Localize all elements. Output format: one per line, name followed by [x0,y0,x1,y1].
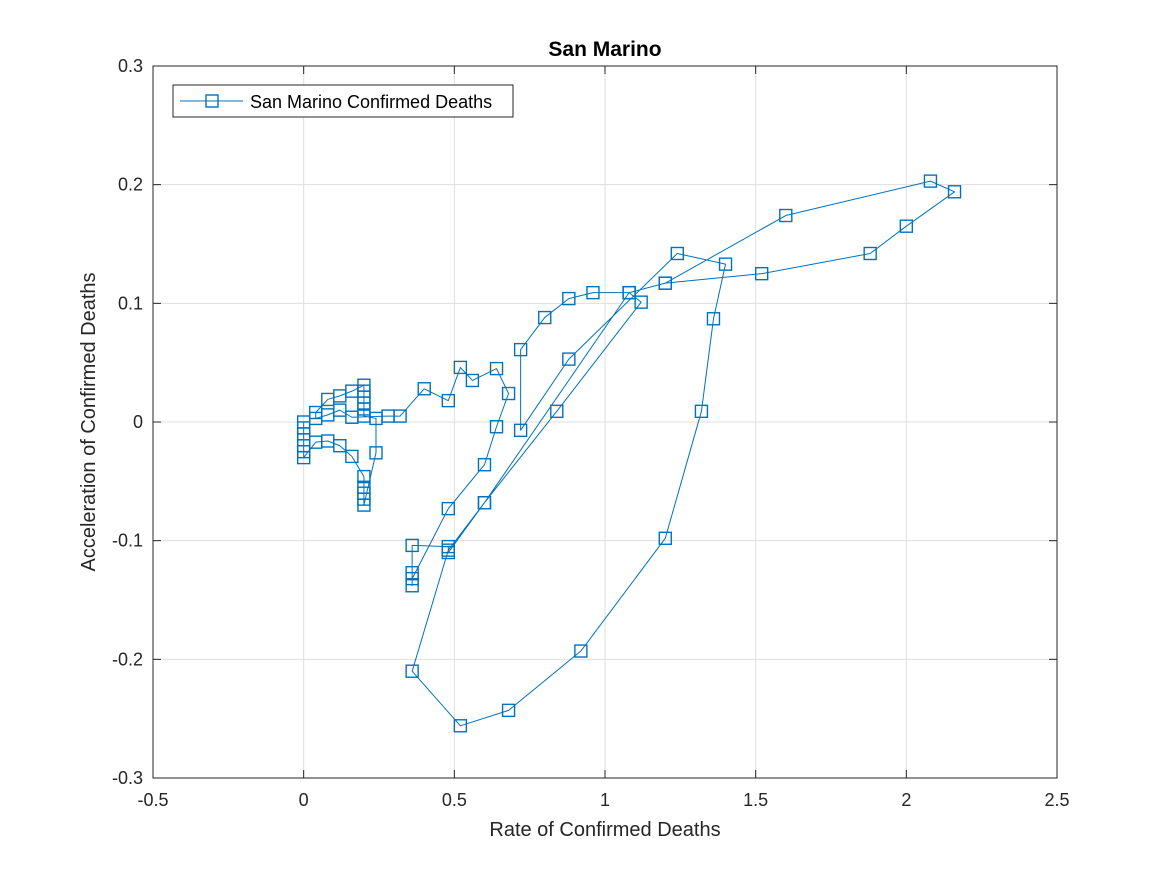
legend-label: San Marino Confirmed Deaths [250,92,492,112]
x-tick-label: 0.5 [442,790,467,810]
data-point-marker [562,291,576,306]
x-tick-label: -0.5 [137,790,168,810]
data-point-marker [706,312,721,326]
data-point-marker [489,420,504,434]
data-point-marker [345,410,359,424]
data-point-marker [670,246,685,261]
data-point-marker [453,719,468,733]
data-point-marker [405,664,419,678]
data-point-marker [333,439,347,453]
data-point-marker [538,310,552,325]
data-point-marker [779,208,793,223]
data-point-marker [513,342,528,357]
data-point-marker [658,276,672,290]
data-point-marker [477,495,492,510]
x-tick-label: 2.5 [1044,790,1069,810]
x-axis-label: Rate of Confirmed Deaths [489,819,720,841]
data-point-marker [393,409,407,423]
x-tick-label: 2 [901,790,911,810]
legend: San Marino Confirmed Deaths [172,84,514,118]
data-point-marker [586,285,600,300]
data-point-marker [441,393,456,408]
data-point-marker [562,352,576,366]
data-point-marker [465,373,480,388]
x-tick-label: 1 [600,790,610,810]
x-tick-label: 1.5 [743,790,768,810]
data-point-marker [489,361,504,376]
data-point-marker [947,185,962,199]
data-point-marker [501,703,516,718]
data-point-marker [754,266,769,281]
y-tick-label: 0 [133,412,143,432]
ticks: -0.5 0 0.5 1 1.5 2 2.5 -0.3 -0.2 -0.1 0 0.1 0.2 0.3 [112,56,1070,810]
y-tick-label: -0.1 [112,531,143,551]
y-tick-label: 0.2 [118,175,143,195]
chart-title: San Marino [548,38,661,61]
y-tick-label: -0.2 [112,649,143,669]
data-point-marker [513,423,528,438]
legend-marker [205,94,219,108]
data-point-marker [357,498,371,512]
data-point-marker [574,644,588,658]
data-point-marker [453,360,468,375]
data-point-marker [441,543,456,557]
y-tick-label: -0.3 [112,768,143,788]
data-point-marker [501,386,516,401]
data-point-marker [923,174,938,188]
data-point-marker [634,295,648,309]
data-point-marker [863,246,877,261]
y-axis-label: Acceleration of Confirmed Deaths [78,272,100,571]
data-point-marker [658,531,672,545]
data-point-marker [321,392,335,407]
data-point-marker [345,449,359,464]
data-point-marker [417,382,431,396]
data-point-marker [694,404,709,419]
y-tick-label: 0.1 [118,293,143,313]
data-point-marker [477,458,492,472]
data-point-marker [622,285,636,300]
y-tick-label: 0.3 [118,56,143,76]
data-point-marker [357,469,371,484]
data-point-marker [718,257,733,271]
data-point-marker [550,404,564,419]
data-point-marker [405,579,419,593]
data-point-marker [333,403,347,417]
x-tick-label: 0 [299,790,309,810]
data-point-marker [296,450,311,465]
data-point-marker [405,538,419,553]
data-point-marker [369,446,383,460]
data-point-marker [405,566,419,580]
series-group [296,174,962,733]
data-point-marker [441,501,456,516]
data-point-marker [899,219,914,233]
